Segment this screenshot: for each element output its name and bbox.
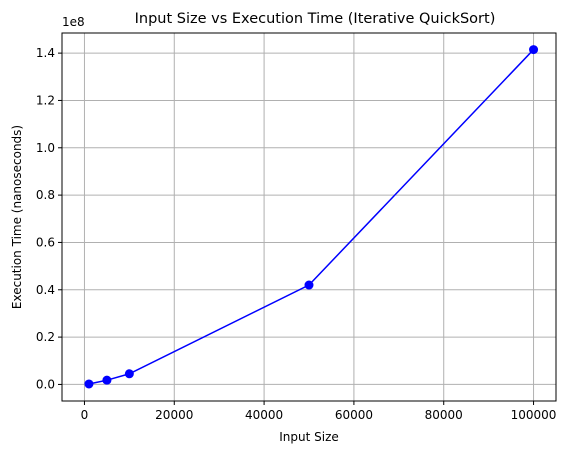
y-axis-label: Execution Time (nanoseconds)	[10, 125, 24, 309]
x-axis-label: Input Size	[279, 430, 339, 444]
data-point	[102, 375, 112, 385]
x-tick-label: 80000	[425, 408, 463, 422]
x-tick-label: 40000	[245, 408, 283, 422]
y-tick-label: 0.8	[36, 188, 55, 202]
x-tick-label: 0	[81, 408, 89, 422]
series-layer	[84, 45, 539, 389]
grid	[62, 33, 556, 401]
y-offset-label: 1e8	[62, 15, 85, 29]
x-tick-label: 60000	[335, 408, 373, 422]
y-tick-label: 0.2	[36, 330, 55, 344]
series-line	[88, 49, 535, 385]
data-point	[304, 280, 314, 290]
y-tick-label: 0.4	[36, 283, 55, 297]
y-tick-label: 1.4	[36, 46, 55, 60]
axes-frame	[61, 32, 557, 402]
x-axis-ticks: 0 20000 40000 60000 80000 100000	[81, 401, 557, 422]
chart-title: Input Size vs Execution Time (Iterative …	[135, 11, 496, 27]
data-point	[84, 379, 94, 389]
data-point	[529, 45, 539, 55]
x-tick-label: 20000	[155, 408, 193, 422]
x-tick-label: 100000	[511, 408, 557, 422]
y-tick-label: 0.6	[36, 235, 55, 249]
data-point	[124, 369, 134, 379]
y-tick-label: 0.0	[36, 377, 55, 391]
y-axis-ticks: 0.0 0.2 0.4 0.6 0.8 1.0 1.2 1.4	[36, 46, 62, 391]
y-tick-label: 1.2	[36, 93, 55, 107]
y-tick-label: 1.0	[36, 141, 55, 155]
